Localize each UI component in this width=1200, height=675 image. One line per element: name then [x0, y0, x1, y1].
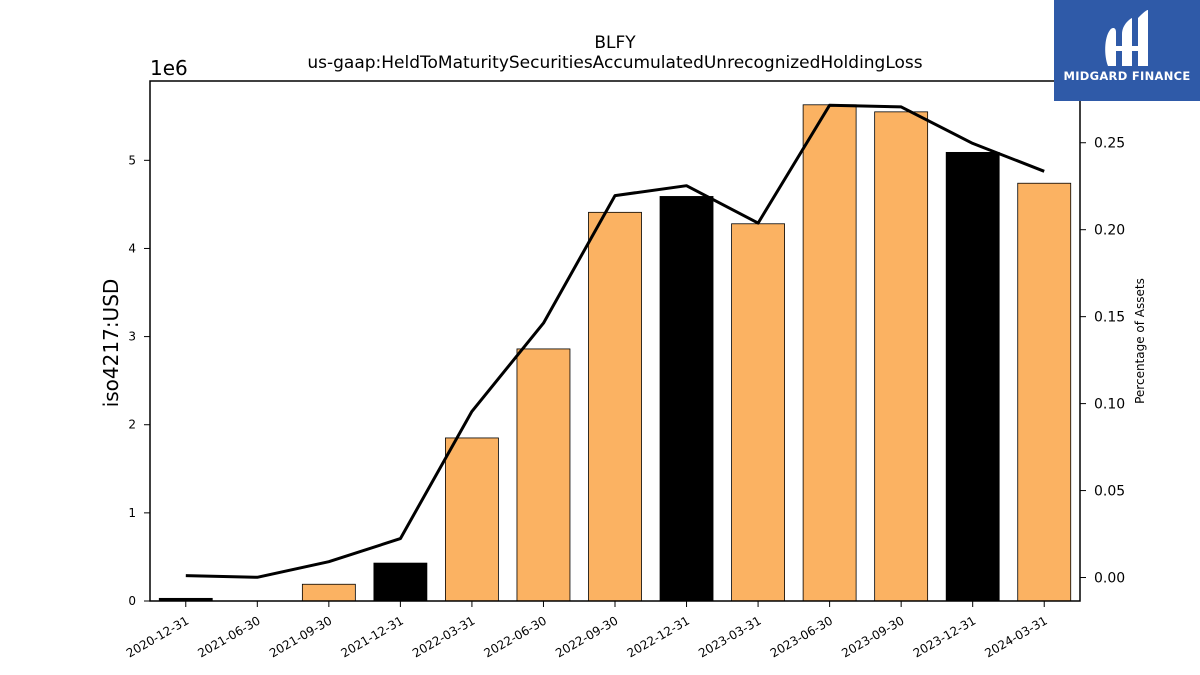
- y-right-tick-label: 0.20: [1094, 223, 1125, 239]
- x-tick-label: 2023-06-30: [768, 613, 835, 660]
- x-tick-label: 2021-12-31: [338, 613, 405, 660]
- x-tick-label: 2023-12-31: [911, 613, 978, 660]
- y-offset-label: 1e6: [150, 56, 188, 80]
- bar: [731, 223, 785, 602]
- y-tick-label: 3: [128, 330, 136, 344]
- y-right-tick-label: 0.15: [1094, 310, 1125, 326]
- y-tick-label: 2: [128, 418, 136, 432]
- bar: [945, 151, 1000, 602]
- bar: [874, 111, 929, 602]
- x-tick-label: 2022-09-30: [553, 613, 620, 660]
- y-right-tick-label: 0.00: [1094, 571, 1125, 587]
- y-right-tick-label: 0.10: [1094, 397, 1125, 413]
- x-tick-label: 2022-03-31: [410, 613, 477, 660]
- x-tick-label: 2020-12-31: [124, 613, 191, 660]
- y-tick-label: 0: [128, 594, 136, 608]
- logo-text: MIDGARD FINANCE: [1063, 69, 1191, 83]
- bar: [373, 562, 428, 602]
- x-tick-label: 2023-03-31: [696, 613, 763, 660]
- percentage-line: [185, 103, 1045, 579]
- y-tick-label: 4: [128, 241, 136, 255]
- chart-subtitle: us-gaap:HeldToMaturitySecuritiesAccumula…: [307, 53, 922, 73]
- bar: [516, 348, 571, 602]
- bar: [301, 583, 356, 602]
- y-axis-right-label: Percentage of Assets: [1133, 278, 1147, 404]
- x-tick-label: 2022-12-31: [625, 613, 692, 660]
- logo-mark-icon: [1105, 10, 1148, 66]
- y-right-tick-label: 0.05: [1094, 484, 1125, 500]
- bar: [445, 437, 499, 602]
- x-tick-label: 2022-06-30: [482, 613, 549, 660]
- y-right-tick-label: 0.25: [1094, 136, 1125, 152]
- bar: [802, 104, 857, 602]
- y-tick-label: 1: [128, 506, 136, 520]
- y-tick-label: 5: [128, 153, 136, 167]
- chart-title: BLFY: [594, 33, 636, 53]
- bar: [1017, 182, 1072, 602]
- x-tick-label: 2024-03-31: [982, 613, 1049, 660]
- y-axis-label: iso4217:USD: [99, 279, 123, 408]
- x-tick-label: 2021-09-30: [267, 613, 334, 660]
- midgard-finance-logo: MIDGARD FINANCE: [1054, 0, 1200, 101]
- x-tick-label: 2023-09-30: [839, 613, 906, 660]
- bar: [659, 196, 714, 602]
- bar: [588, 211, 642, 602]
- x-tick-label: 2021-06-30: [195, 613, 262, 660]
